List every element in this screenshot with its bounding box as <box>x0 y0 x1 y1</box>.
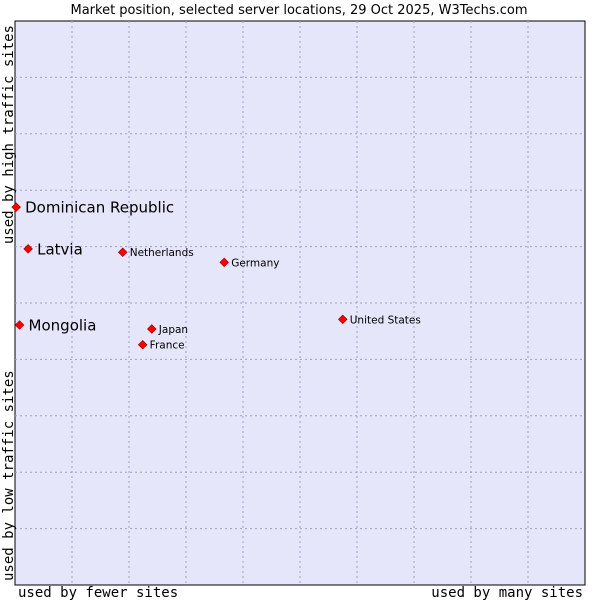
point-label: France <box>150 340 185 352</box>
point-dominican-republic: Dominican Republic <box>11 199 174 217</box>
point-label: Japan <box>158 324 188 336</box>
point-mongolia: Mongolia <box>14 316 97 334</box>
grid-lines <box>15 21 585 585</box>
point-japan: Japan <box>147 324 188 336</box>
data-points: Dominican Republic Latvia Mongolia Netherla… <box>11 199 421 352</box>
point-netherlands: Netherlands <box>117 247 194 259</box>
x-axis-label-low: used by fewer sites <box>18 585 178 600</box>
y-axis-label-low: used by low traffic sites <box>1 370 17 581</box>
point-marker <box>23 244 33 254</box>
point-marker <box>337 314 348 325</box>
point-marker <box>137 339 148 350</box>
point-label: Netherlands <box>130 247 194 259</box>
point-marker <box>117 247 128 258</box>
point-label: United States <box>350 314 421 326</box>
point-label: Latvia <box>37 240 83 258</box>
chart-title: Market position, selected server locatio… <box>70 3 527 18</box>
point-france: France <box>137 339 185 352</box>
y-axis-label-high: used by high traffic sites <box>1 25 17 244</box>
point-marker <box>11 202 21 212</box>
point-marker <box>147 324 157 334</box>
point-label: Mongolia <box>29 316 97 334</box>
point-label: Dominican Republic <box>25 199 174 217</box>
point-united-states: United States <box>337 314 421 326</box>
point-germany: Germany <box>219 257 279 269</box>
point-label: Germany <box>231 257 279 269</box>
x-axis-label-high: used by many sites <box>431 585 583 600</box>
point-latvia: Latvia <box>23 240 83 258</box>
point-marker <box>219 257 229 268</box>
point-marker <box>14 320 25 330</box>
